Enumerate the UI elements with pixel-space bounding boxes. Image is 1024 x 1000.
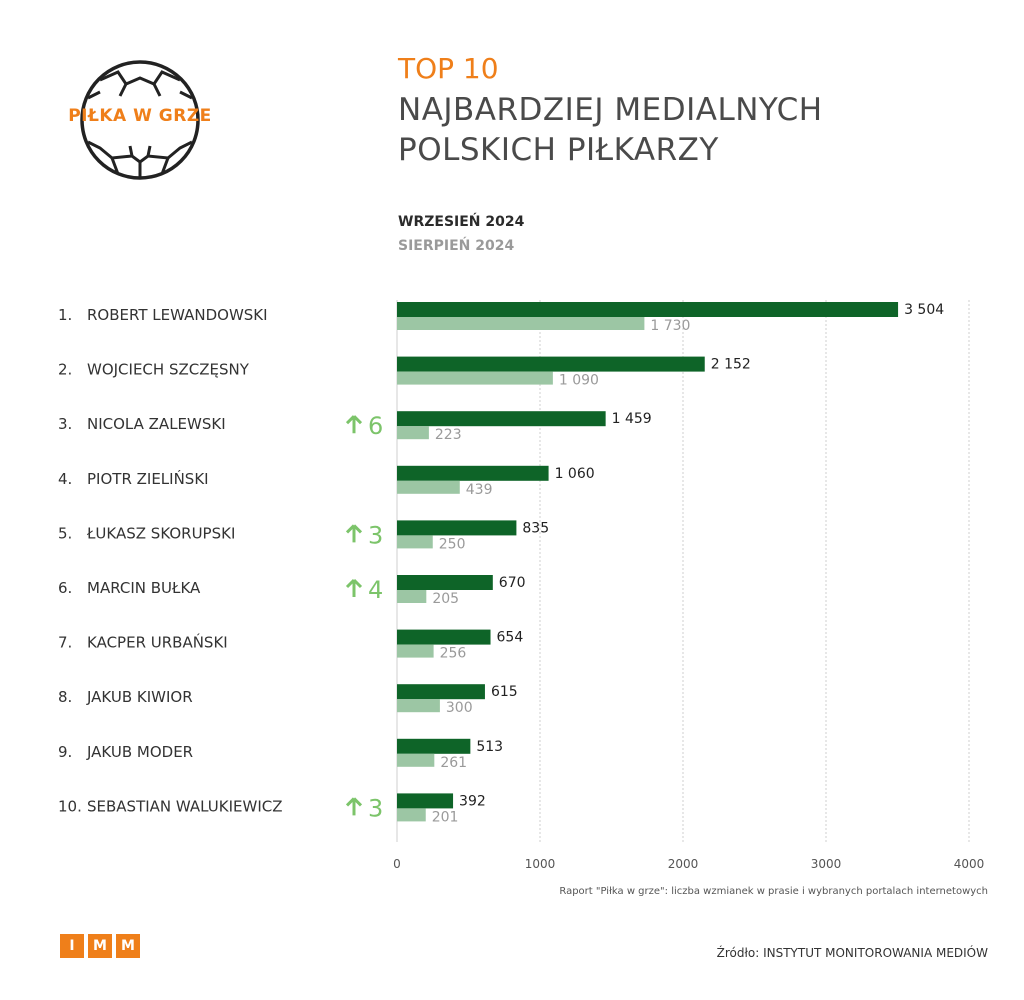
logo: PIŁKA W GRZE	[68, 58, 211, 182]
value-label-previous: 205	[432, 591, 459, 607]
player-name: SEBASTIAN WALUKIEWICZ	[87, 797, 283, 815]
value-label-previous: 300	[446, 700, 473, 716]
rank-label: 1.	[58, 306, 72, 324]
player-name: PIOTR ZIELIŃSKI	[87, 469, 209, 488]
rank-change-value: 6	[368, 412, 383, 440]
title-line-2: POLSKICH PIŁKARZY	[398, 132, 719, 168]
value-label-current: 392	[459, 793, 486, 809]
x-tick-label: 0	[393, 857, 401, 871]
rank-label: 2.	[58, 361, 72, 379]
value-label-current: 615	[491, 684, 518, 700]
bar-current	[397, 575, 493, 590]
rank-label: 9.	[58, 743, 72, 761]
bar-previous	[397, 480, 460, 494]
bar-previous	[397, 753, 435, 767]
bar-previous	[397, 699, 440, 713]
title-line-1: NAJBARDZIEJ MEDIALNYCH	[398, 92, 823, 128]
legend-current: WRZESIEŃ 2024	[398, 214, 525, 230]
rank-change-value: 3	[368, 794, 383, 822]
player-name: ŁUKASZ SKORUPSKI	[86, 524, 235, 542]
imm-letter: M	[88, 934, 112, 958]
x-tick-label: 4000	[954, 857, 985, 871]
bar-previous	[397, 317, 645, 330]
football-icon	[80, 60, 200, 180]
x-tick-label: 3000	[811, 857, 842, 871]
player-name: WOJCIECH SZCZĘSNY	[87, 361, 250, 379]
chart-title: NAJBARDZIEJ MEDIALNYCH POLSKICH PIŁKARZY	[398, 90, 823, 170]
bar-current	[397, 356, 705, 372]
bar-previous	[397, 644, 434, 658]
player-name: NICOLA ZALEWSKI	[87, 415, 226, 433]
x-tick-label: 2000	[668, 857, 699, 871]
rank-change-value: 4	[368, 576, 383, 604]
value-label-previous: 439	[466, 482, 493, 498]
value-label-current: 513	[476, 739, 503, 755]
rank-label: 10.	[58, 797, 82, 815]
report-note: Raport "Piłka w grze": liczba wzmianek w…	[559, 886, 988, 897]
value-label-previous: 261	[440, 755, 467, 771]
bar-current	[397, 302, 899, 317]
value-label-current: 1 060	[555, 466, 595, 482]
bar-current	[397, 520, 517, 536]
player-name: MARCIN BUŁKA	[87, 579, 201, 597]
bar-previous	[397, 590, 427, 603]
arrow-up-icon	[345, 415, 363, 434]
bar-current	[397, 465, 549, 481]
rank-label: 4.	[58, 470, 72, 488]
value-label-previous: 223	[435, 427, 462, 443]
rank-label: 7.	[58, 634, 72, 652]
bar-current	[397, 793, 454, 809]
rank-change: 4	[345, 576, 383, 604]
value-label-current: 3 504	[904, 302, 944, 318]
bar-previous	[397, 371, 553, 385]
value-label-previous: 256	[440, 646, 467, 662]
value-label-current: 654	[497, 630, 524, 646]
rank-change: 3	[345, 794, 383, 822]
x-tick-label: 1000	[525, 857, 556, 871]
rank-label: 3.	[58, 415, 72, 433]
source-text: Źródło: INSTYTUT MONITOROWANIA MEDIÓW	[716, 946, 988, 960]
value-label-previous: 1 090	[559, 373, 599, 389]
player-name: ROBERT LEWANDOWSKI	[87, 306, 268, 324]
player-name: KACPER URBAŃSKI	[87, 633, 228, 652]
arrow-up-icon	[345, 578, 363, 597]
arrow-up-icon	[345, 797, 363, 816]
bar-current	[397, 629, 491, 645]
value-label-previous: 250	[439, 536, 466, 552]
logo-text: PIŁKA W GRZE	[68, 106, 212, 126]
player-name: JAKUB MODER	[86, 743, 193, 761]
value-label-previous: 1 730	[650, 318, 690, 334]
bar-current	[397, 738, 471, 754]
legend-previous: SIERPIEŃ 2024	[398, 238, 515, 254]
value-label-current: 670	[499, 575, 526, 591]
rank-label: 8.	[58, 688, 72, 706]
value-label-current: 835	[522, 520, 549, 536]
rank-label: 5.	[58, 524, 72, 542]
bar-previous	[397, 426, 429, 440]
value-label-previous: 201	[432, 809, 459, 825]
rank-change-value: 3	[368, 521, 383, 549]
arrow-up-icon	[345, 524, 363, 543]
imm-letter: I	[60, 934, 84, 958]
value-label-current: 2 152	[711, 357, 751, 373]
imm-logo: I M M	[60, 934, 140, 958]
bar-previous	[397, 808, 426, 822]
rank-label: 6.	[58, 579, 72, 597]
imm-letter: M	[116, 934, 140, 958]
player-name: JAKUB KIWIOR	[86, 688, 193, 706]
rank-change: 3	[345, 521, 383, 549]
value-label-current: 1 459	[612, 411, 652, 427]
rank-change: 6	[345, 412, 383, 440]
bar-current	[397, 411, 606, 427]
chart-kicker: TOP 10	[398, 52, 499, 85]
bar-previous	[397, 535, 433, 549]
bar-current	[397, 684, 485, 700]
